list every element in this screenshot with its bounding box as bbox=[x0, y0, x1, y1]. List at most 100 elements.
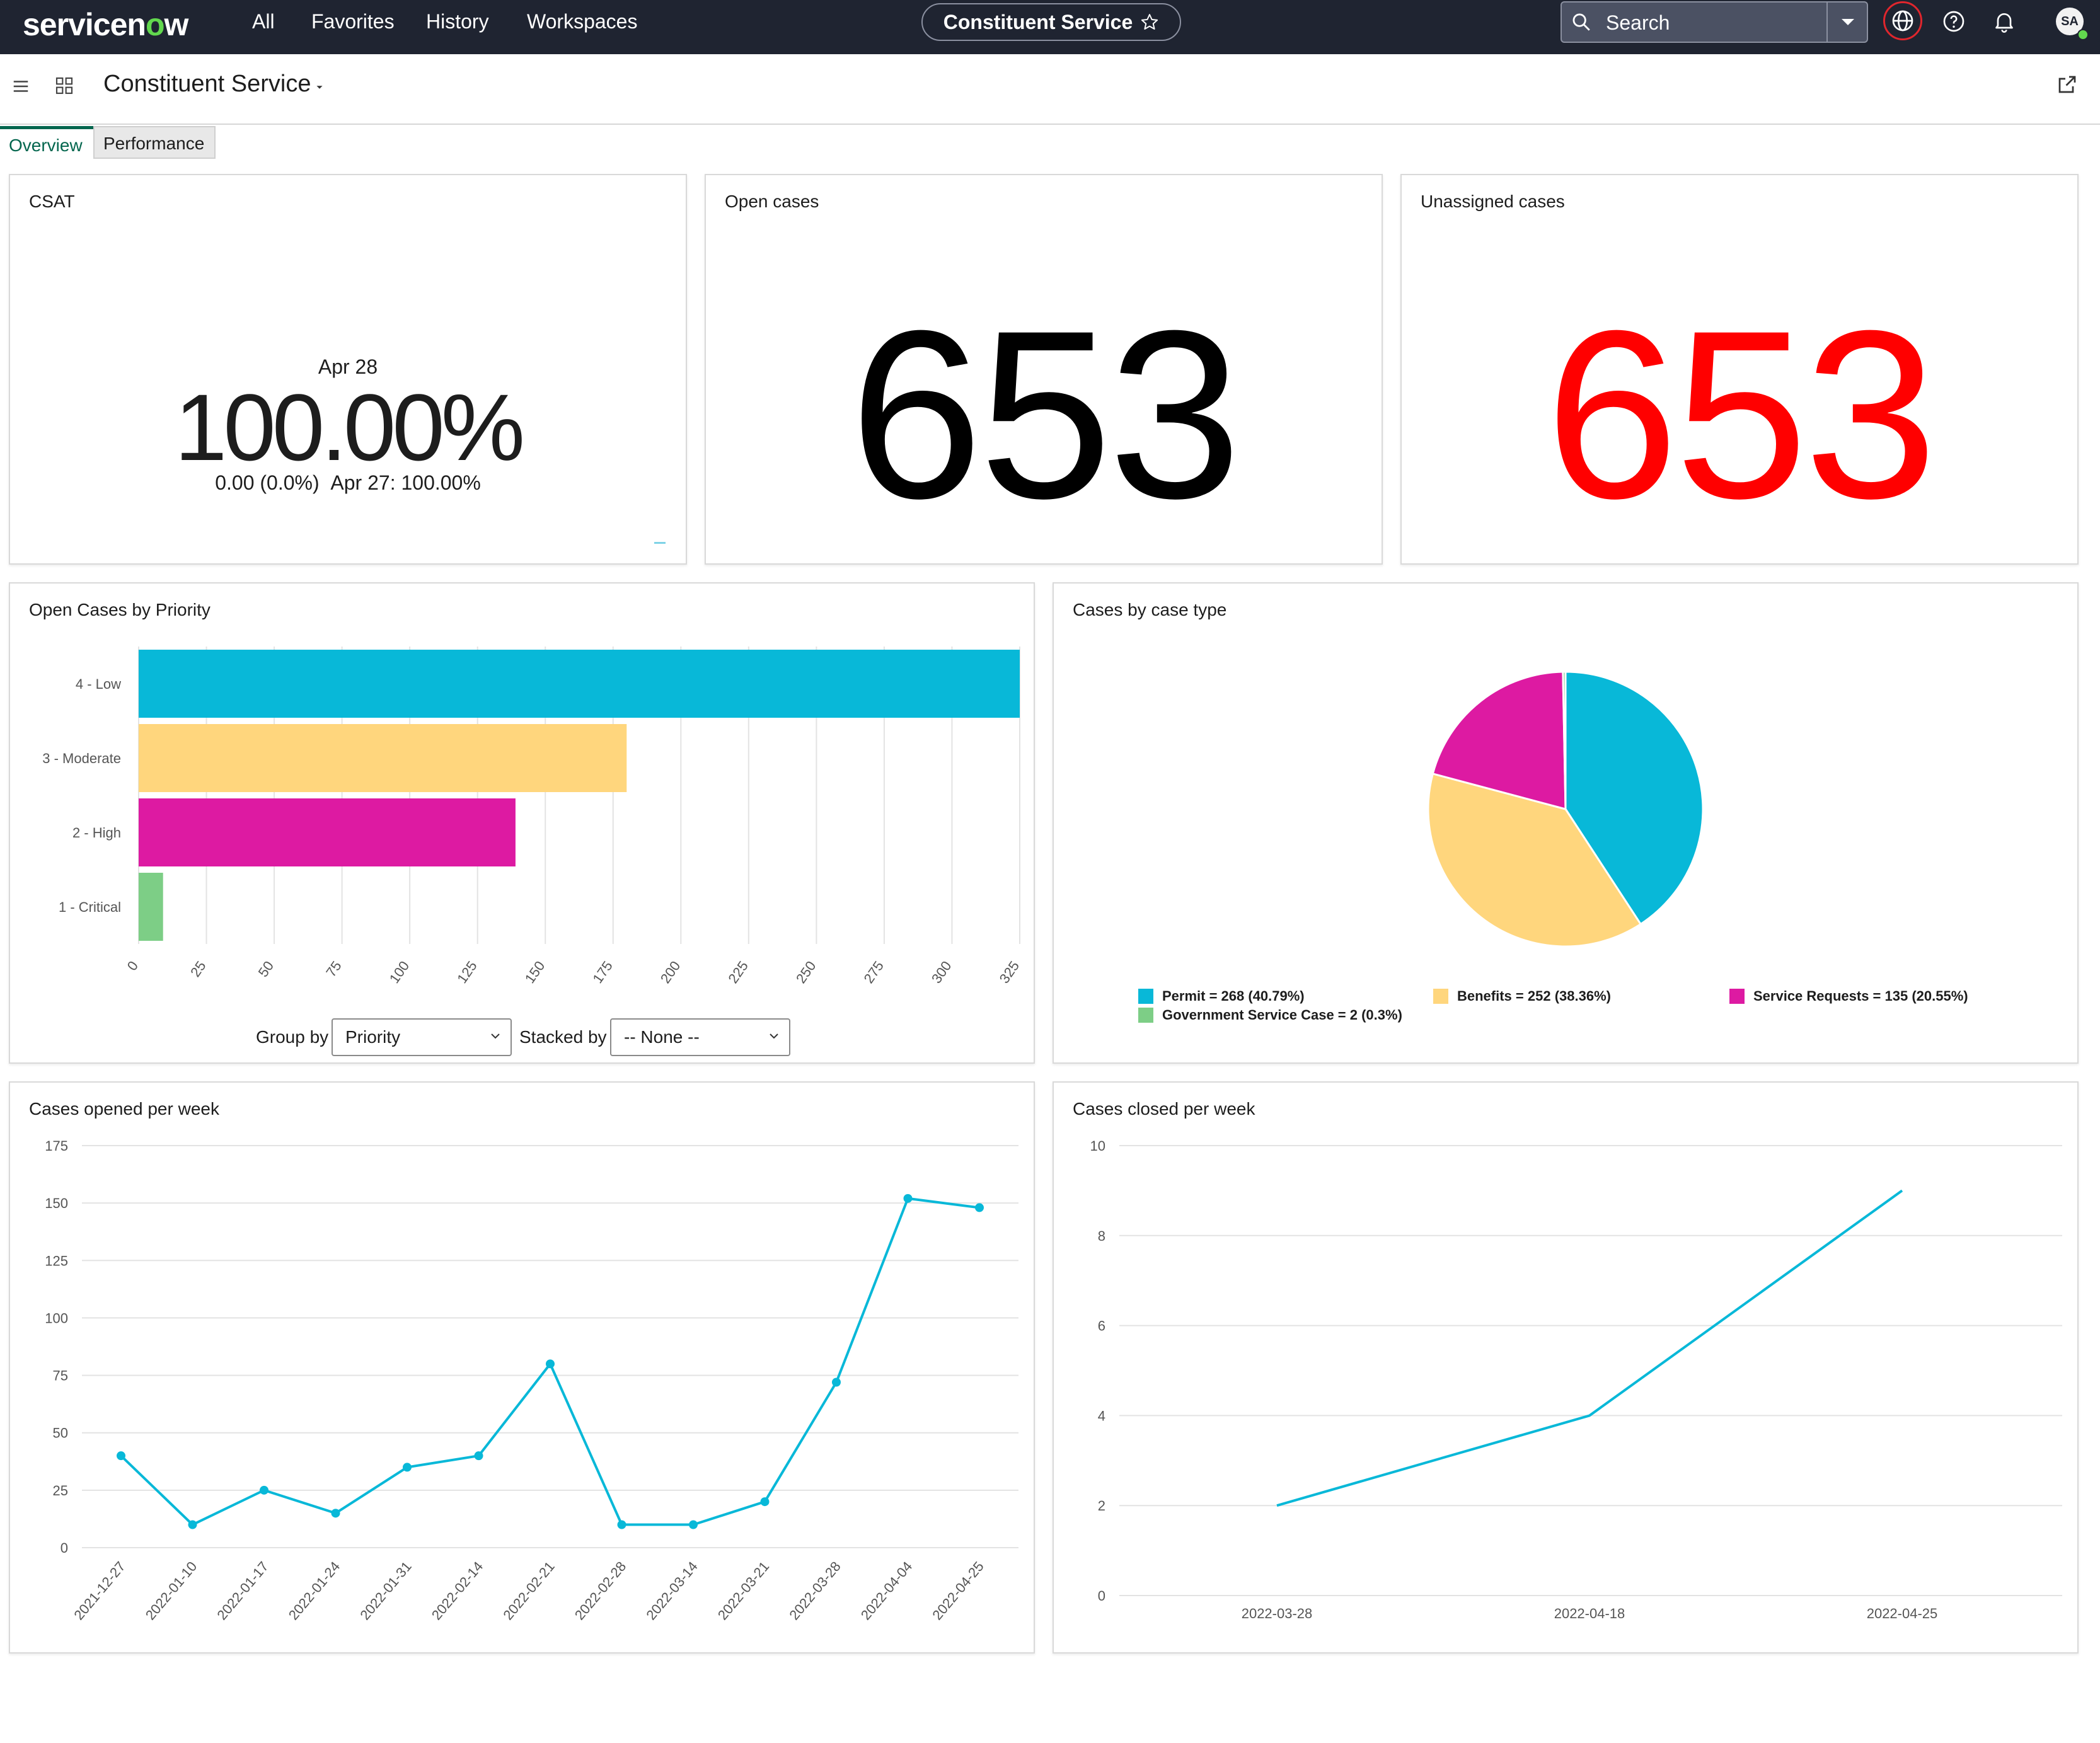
priority-widget: Open Cases by Priority 0 25 50 75 100 125 150 1… bbox=[9, 582, 1035, 1064]
app-pill[interactable]: Constituent Service bbox=[921, 3, 1181, 41]
bell-icon[interactable] bbox=[1992, 9, 2017, 34]
globe-ring bbox=[1883, 1, 1922, 40]
bar-3-moderate bbox=[139, 724, 627, 792]
x-tick-label: 2022-03-14 bbox=[643, 1558, 700, 1623]
opened-per-week-widget: Cases opened per week 0 25 50 75 100 125 150 17… bbox=[9, 1081, 1035, 1654]
nav-workspaces[interactable]: Workspaces bbox=[527, 10, 638, 33]
search-scope-dropdown[interactable] bbox=[1826, 3, 1868, 42]
y-tick-label: 150 bbox=[45, 1195, 68, 1211]
y-tick-label: 2 bbox=[1098, 1498, 1105, 1514]
dashboard-header: Constituent Service bbox=[0, 54, 2100, 125]
x-tick-label: 2022-03-28 bbox=[786, 1558, 843, 1623]
x-tick-label: 2022-04-04 bbox=[858, 1558, 915, 1623]
search-icon bbox=[1572, 13, 1590, 31]
opened-widget-title: Cases opened per week bbox=[29, 1099, 219, 1119]
csat-value[interactable]: 100.00% bbox=[174, 374, 525, 480]
nav-history[interactable]: History bbox=[426, 10, 489, 33]
servicenow-logo[interactable]: servicenow bbox=[23, 6, 188, 43]
csat-delta: 0.00 (0.0%) bbox=[215, 471, 320, 494]
x-tick-label: 2021-12-27 bbox=[71, 1558, 128, 1623]
legend-swatch bbox=[1138, 1008, 1153, 1023]
globe-icon[interactable] bbox=[1890, 8, 1915, 33]
y-tick-label: 75 bbox=[53, 1368, 68, 1384]
legend-swatch bbox=[1138, 989, 1153, 1004]
y-tick-label: 4 - Low bbox=[76, 676, 121, 692]
unassigned-cases-value[interactable]: 653 bbox=[1545, 280, 1937, 548]
csat-sparkline bbox=[654, 542, 666, 544]
x-tick-label: 325 bbox=[996, 958, 1023, 986]
x-tick-label: 50 bbox=[255, 958, 277, 980]
data-point bbox=[689, 1520, 698, 1529]
legend-item[interactable]: Service Requests = 135 (20.55%) bbox=[1729, 988, 1968, 1004]
pie-slice-service-requests bbox=[1431, 670, 1567, 810]
tab-overview[interactable]: Overview bbox=[0, 126, 93, 159]
stacked-by-label: Stacked by bbox=[519, 1027, 607, 1047]
legend-label: Service Requests = 135 (20.55%) bbox=[1753, 988, 1968, 1004]
x-tick-label: 100 bbox=[386, 958, 413, 986]
chevron-down-icon[interactable] bbox=[313, 81, 326, 95]
y-tick-label: 50 bbox=[53, 1425, 68, 1441]
x-tick-label: 200 bbox=[657, 958, 684, 986]
y-tick-label: 8 bbox=[1098, 1228, 1105, 1244]
nav-favorites[interactable]: Favorites bbox=[311, 10, 395, 33]
x-tick-label: 2022-01-31 bbox=[357, 1558, 414, 1623]
data-point bbox=[903, 1194, 913, 1203]
tab-performance[interactable]: Performance bbox=[93, 126, 216, 159]
data-point bbox=[760, 1497, 770, 1507]
top-navigation-bar: servicenow All Favorites History Workspa… bbox=[0, 0, 2100, 54]
y-tick-label: 2 - High bbox=[72, 825, 121, 841]
x-tick-label: 2022-01-24 bbox=[286, 1558, 343, 1623]
dashboard-grid-icon[interactable] bbox=[54, 76, 74, 96]
x-tick-label: 275 bbox=[860, 958, 887, 986]
open-cases-value[interactable]: 653 bbox=[849, 280, 1242, 548]
y-tick-label: 4 bbox=[1098, 1408, 1105, 1424]
logo-text-accent: o bbox=[145, 7, 165, 42]
open-cases-title: Open cases bbox=[725, 192, 819, 211]
x-tick-label: 2022-02-14 bbox=[429, 1558, 486, 1623]
x-tick-label: 150 bbox=[522, 958, 548, 986]
legend-item[interactable]: Government Service Case = 2 (0.3%) bbox=[1138, 1007, 1402, 1023]
y-tick-label: 125 bbox=[45, 1253, 68, 1268]
data-point bbox=[474, 1451, 483, 1461]
logo-text-end: w bbox=[164, 7, 188, 42]
legend-item[interactable]: Benefits = 252 (38.36%) bbox=[1433, 988, 1611, 1004]
data-point bbox=[403, 1463, 412, 1472]
caret-down-icon bbox=[1842, 19, 1854, 25]
bar-4-low bbox=[139, 650, 1020, 718]
hamburger-menu-icon[interactable] bbox=[11, 77, 30, 96]
search-input[interactable]: Search bbox=[1606, 11, 1670, 34]
data-point bbox=[331, 1509, 340, 1518]
data-point bbox=[260, 1485, 268, 1495]
csat-date: Apr 28 bbox=[318, 355, 378, 378]
x-tick-label: 2022-04-18 bbox=[1554, 1606, 1625, 1621]
open-cases-widget: Open cases 653 bbox=[705, 174, 1383, 565]
star-icon[interactable] bbox=[1140, 13, 1159, 32]
series-line bbox=[1276, 1189, 1903, 1507]
case-type-pie-chart bbox=[1427, 670, 1704, 948]
x-tick-label: 25 bbox=[187, 958, 209, 980]
x-tick-label: 2022-03-21 bbox=[715, 1558, 772, 1623]
legend-item[interactable]: Permit = 268 (40.79%) bbox=[1138, 988, 1305, 1004]
share-icon[interactable] bbox=[2056, 73, 2079, 96]
csat-title: CSAT bbox=[29, 192, 75, 211]
y-tick-label: 175 bbox=[45, 1138, 68, 1154]
priority-bar-chart: 0 25 50 75 100 125 150 175 200 225 250 275 300 325 4 -… bbox=[42, 647, 1023, 986]
unassigned-cases-title: Unassigned cases bbox=[1421, 192, 1565, 211]
case-type-widget-title: Cases by case type bbox=[1073, 600, 1227, 619]
data-point bbox=[832, 1378, 841, 1387]
y-tick-label: 25 bbox=[53, 1483, 68, 1499]
group-by-select[interactable]: Priority bbox=[332, 1018, 512, 1056]
help-icon[interactable] bbox=[1941, 9, 1966, 34]
case-type-widget: Cases by case type Permit = 268 (40.79%)… bbox=[1053, 582, 2079, 1064]
x-tick-label: 2022-04-25 bbox=[929, 1558, 986, 1623]
group-by-value: Priority bbox=[345, 1027, 401, 1047]
stacked-by-select[interactable]: -- None -- bbox=[610, 1018, 790, 1056]
pie-slice-government-service-case bbox=[1562, 670, 1567, 810]
closed-widget-title: Cases closed per week bbox=[1073, 1099, 1255, 1119]
bar-2-high bbox=[139, 798, 516, 866]
y-tick-label: 6 bbox=[1098, 1318, 1105, 1334]
logo-text: servicen bbox=[23, 7, 146, 42]
global-search[interactable]: Search bbox=[1561, 1, 1868, 43]
nav-all[interactable]: All bbox=[252, 10, 275, 33]
stacked-by-value: -- None -- bbox=[624, 1027, 700, 1047]
